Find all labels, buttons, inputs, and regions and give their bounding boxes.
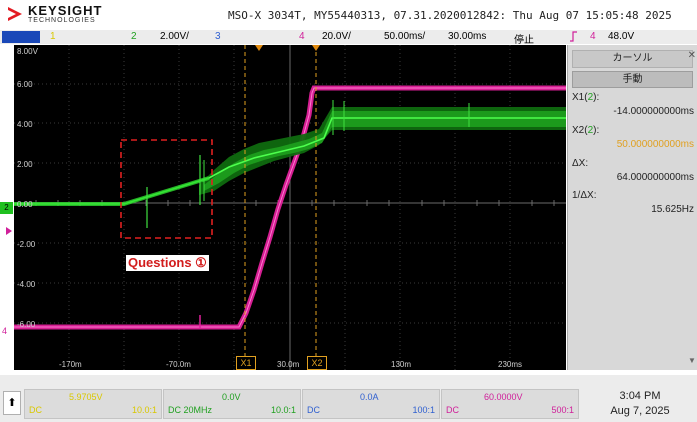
y-label-4: 0.00 (17, 200, 33, 209)
x-label-0: -170m (59, 360, 82, 369)
cursor-panel: カーソル ✕ 手動 X1(2): -14.000000000ms X2(2): … (567, 45, 697, 370)
scroll-down-arrow-icon[interactable]: ▼ (688, 356, 696, 365)
brand-name: KEYSIGHT (28, 3, 103, 18)
trigger-edge-icon[interactable] (569, 31, 578, 45)
cursor-panel-title: カーソル (572, 50, 693, 68)
close-icon[interactable]: ✕ (687, 50, 696, 61)
x-label-3: 130m (391, 360, 412, 369)
header: KEYSIGHT TECHNOLOGIES MSO-X 3034T, MY554… (0, 0, 697, 30)
ch4-scale[interactable]: 20.0V/ (322, 31, 351, 42)
ch3-number[interactable]: 3 (215, 31, 221, 42)
y-label-6: -4.00 (17, 280, 36, 289)
ch4-trace (14, 85, 566, 330)
ch1-readout[interactable]: 5.9705V DC 10.0:1 (24, 389, 162, 419)
ground-marker-strip: 2 4 (0, 45, 14, 370)
ch2-trace (14, 100, 566, 228)
ch4-number[interactable]: 4 (299, 31, 305, 42)
x2-value[interactable]: 50.000000000ms (616, 139, 694, 150)
ch1-indicator[interactable] (2, 31, 40, 43)
ch4-ground-marker[interactable]: 4 (2, 326, 8, 336)
up-arrow-button[interactable]: ⬆ (3, 391, 21, 415)
x1-label: X1(2): (572, 92, 600, 103)
x-label-1: -70.0m (166, 360, 191, 369)
instrument-title: MSO-X 3034T, MY55440313, 07.31.202001284… (228, 9, 672, 22)
bottom-spacer (0, 375, 697, 386)
cursor-mode-button[interactable]: 手動 (572, 71, 693, 88)
ch4-readout[interactable]: 60.0000V DC 500:1 (441, 389, 579, 419)
inverse-delta-x-label: 1/ΔX: (572, 190, 597, 201)
brand-subtitle: TECHNOLOGIES (28, 17, 96, 24)
questions-annotation: Questions ① (126, 255, 209, 271)
time-delay[interactable]: 30.00ms (448, 31, 487, 42)
x-label-4: 230ms (498, 360, 523, 369)
y-label-2: 4.00 (17, 120, 33, 129)
x-label-2: 30.0m (277, 360, 300, 369)
y-label-7: -6.00 (17, 320, 36, 329)
cursor-x1-marker[interactable]: X1 (236, 356, 256, 370)
ch4-offset-arrow-icon (6, 227, 12, 235)
delta-x-value: 64.000000000ms (616, 172, 694, 183)
trigger-source[interactable]: 4 (590, 31, 596, 42)
y-label-1: 6.00 (17, 80, 33, 89)
ch1-number[interactable]: 1 (50, 31, 56, 42)
inverse-delta-x-value: 15.625Hz (651, 204, 694, 215)
run-stop-status[interactable]: 停止 (514, 35, 534, 46)
cursor-x2-marker[interactable]: X2 (307, 356, 327, 370)
channel-bar: 1 2 2.00V/ 3 4 20.0V/ 50.00ms/ 30.00ms 停… (0, 30, 697, 46)
questions-highlight-box (120, 139, 213, 239)
trigger-level[interactable]: 48.0V (608, 31, 635, 42)
cursor-lines (244, 45, 320, 357)
ch2-number[interactable]: 2 (131, 31, 137, 42)
x1-value[interactable]: -14.000000000ms (613, 106, 694, 117)
clock-date: Aug 7, 2025 (610, 405, 670, 417)
clock-time: 3:04 PM (619, 390, 661, 402)
ch3-readout[interactable]: 0.0A DC 100:1 (302, 389, 440, 419)
x2-label: X2(2): (572, 125, 600, 136)
ch2-ground-marker[interactable]: 2 (0, 202, 13, 214)
waveform-display[interactable]: 8.00V 6.00 4.00 2.00 0.00 -2.00 -4.00 -6… (14, 45, 566, 370)
ch2-scale[interactable]: 2.00V/ (160, 31, 189, 42)
y-label-0: 8.00V (17, 47, 38, 56)
keysight-logo-icon (8, 7, 22, 21)
ch2-readout[interactable]: 0.0V DC 20MHz 10.0:1 (163, 389, 301, 419)
y-label-5: -2.00 (17, 240, 36, 249)
y-label-3: 2.00 (17, 160, 33, 169)
delta-x-label: ΔX: (572, 158, 589, 169)
timebase-scale[interactable]: 50.00ms/ (384, 31, 426, 42)
